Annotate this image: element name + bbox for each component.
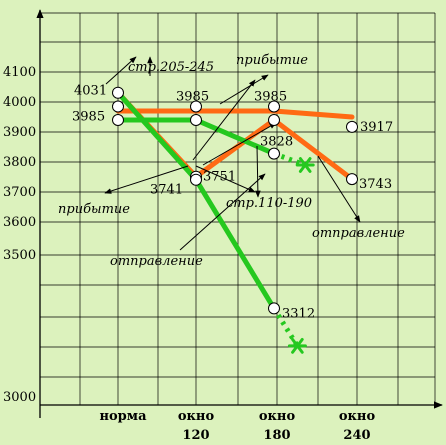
annotation-arrow (179, 173, 266, 251)
y-tick-label: 3800 (3, 155, 36, 170)
data-point (268, 114, 280, 126)
annotation-label: отправление (110, 254, 203, 269)
annotation-label: отправление (312, 226, 405, 241)
data-point (112, 100, 124, 113)
x-tick-label: окно (259, 409, 296, 424)
data-point (190, 173, 202, 186)
annotation-arrow (219, 74, 269, 105)
data-point (268, 302, 280, 315)
series-line (115, 108, 355, 120)
data-label: 3985 (254, 90, 287, 105)
x-tick-labels: норма окно 120 окно 180 окно 240 (100, 409, 376, 443)
projection-end-star (298, 157, 312, 173)
data-label: 4031 (74, 84, 107, 99)
data-markers: 4031 3985 3985 3751 3741 3985 3828 3312 3917 3743 (72, 84, 393, 322)
y-tick-label: 3900 (3, 125, 36, 140)
projection-lines (271, 151, 315, 354)
annotation-arrow (317, 155, 361, 223)
projection-line (273, 151, 307, 168)
data-label: 3917 (360, 120, 393, 135)
x-tick-label: 240 (343, 428, 370, 443)
data-point (112, 86, 124, 99)
axes (36, 9, 443, 418)
annotation-label: прибытие (236, 53, 308, 68)
x-tick-label: норма (100, 409, 148, 424)
data-point (190, 114, 202, 126)
projection-end-star (291, 337, 304, 354)
data-point (112, 114, 124, 126)
data-point (346, 120, 358, 133)
y-tick-label: 4100 (3, 65, 36, 80)
data-label: 3985 (72, 110, 105, 125)
annotation-arrow (104, 165, 189, 194)
annotation-label: прибытие (58, 202, 130, 217)
data-label: 3985 (176, 90, 209, 105)
annotation-arrows (104, 56, 361, 251)
annotation-arrow (192, 79, 256, 161)
data-label: 3312 (282, 306, 315, 321)
annotation-arrow (195, 165, 256, 193)
data-point (268, 100, 280, 113)
data-point (268, 147, 280, 160)
y-tick-label: 3600 (3, 215, 36, 230)
data-label: 3751 (203, 170, 236, 185)
x-tick-label: 120 (182, 428, 209, 443)
annotation-label: стр.205-245 (128, 60, 214, 75)
data-point (346, 173, 358, 186)
annotation-arrow (255, 145, 261, 198)
data-label: 3741 (150, 183, 183, 198)
annotation-label: стр.110-190 (226, 196, 312, 211)
data-label: 3828 (260, 135, 293, 150)
data-label: 3743 (359, 177, 392, 192)
annotation-arrow (202, 122, 277, 166)
y-tick-label: 3700 (3, 185, 36, 200)
y-tick-label: 3000 (3, 390, 36, 405)
annotation-arrow (105, 56, 137, 85)
x-tick-label: окно (339, 409, 376, 424)
y-tick-label: 4000 (3, 95, 36, 110)
data-point (190, 100, 202, 113)
y-tick-labels: 3000 3500 3600 3700 3800 3900 4000 4100 (3, 65, 36, 405)
x-tick-label: окно (178, 409, 215, 424)
x-tick-label: 180 (263, 428, 290, 443)
y-tick-label: 3500 (3, 248, 36, 263)
